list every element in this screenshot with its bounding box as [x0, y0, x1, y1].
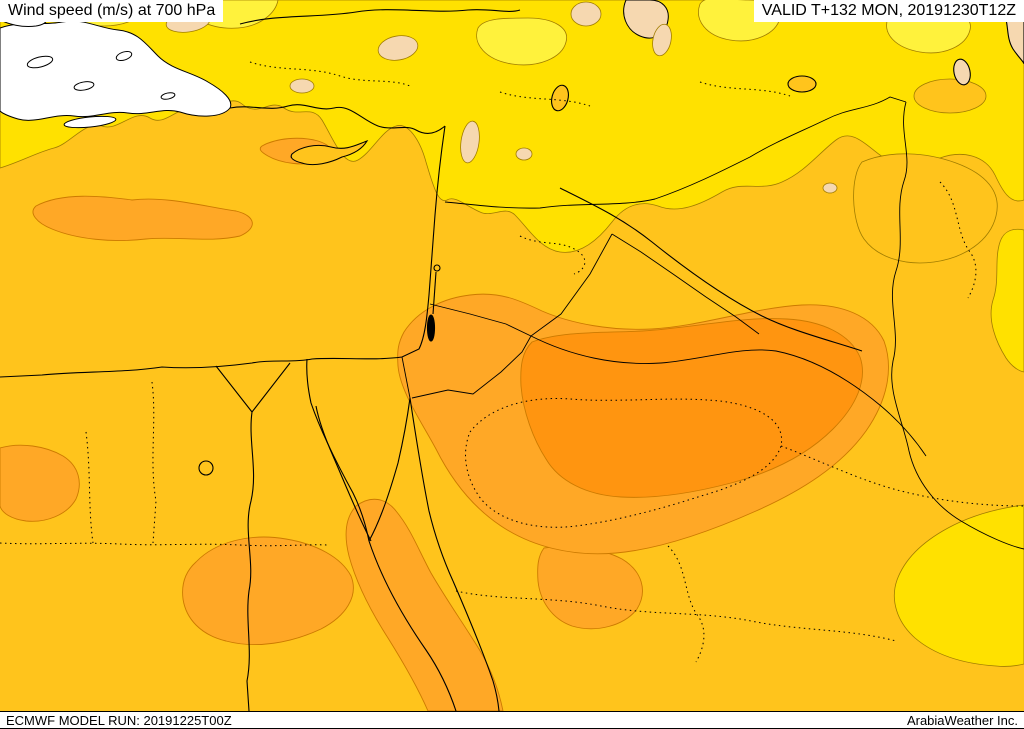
sea-of-galilee — [433, 264, 441, 272]
saudi-admin-line-south — [455, 590, 897, 642]
orange-region-west-med — [32, 195, 253, 241]
iran-admin-line — [939, 181, 977, 299]
color-fill-regions — [0, 0, 1024, 711]
red-sea-west-shore — [368, 540, 457, 711]
faiyum-depression — [198, 460, 214, 476]
deep-orange-core — [520, 318, 863, 498]
anatolia-south-coastline — [229, 104, 446, 134]
country-borders — [401, 96, 1024, 550]
yellow-strip-right-edge — [990, 228, 1024, 373]
red-sea-east-shore — [452, 580, 500, 711]
island — [63, 115, 117, 129]
syria-admin-line — [519, 235, 586, 275]
levant-egypt-coastline — [0, 125, 446, 378]
wind-speed-contour-map — [0, 0, 1024, 711]
saudi-admin-line — [667, 545, 705, 663]
euphrates-river — [559, 187, 863, 352]
turkey-admin-line — [249, 61, 411, 87]
gulf-of-aqaba-west-shore — [368, 397, 411, 542]
turkey-admin-line — [499, 91, 591, 107]
peach-patch — [289, 78, 315, 94]
iran-western-border — [891, 101, 1024, 550]
island — [73, 81, 95, 91]
iraq-saudi-border — [530, 335, 927, 457]
bright-yellow-lobe — [476, 17, 567, 66]
island — [26, 55, 54, 69]
branding-label: ArabiaWeather Inc. — [906, 712, 1018, 728]
lake-van — [787, 75, 817, 93]
turkey-syria-iraq-border — [444, 96, 907, 209]
lake-urmia — [953, 58, 971, 86]
island — [160, 92, 176, 100]
gulf-of-aqaba-east-shore — [409, 397, 454, 582]
gulf-of-suez-east-shore — [315, 405, 372, 542]
syria-iraq-border — [611, 233, 760, 335]
lake-tuz — [551, 84, 569, 112]
black-sea-coastline — [239, 9, 521, 25]
peach-patch — [822, 182, 838, 194]
jordan-saudi-border — [411, 335, 532, 399]
cyprus-island — [290, 139, 369, 166]
map-title: Wind speed (m/s) at 700 hPa — [8, 2, 216, 19]
gold-patch-northeast — [913, 78, 987, 114]
orange-region-egypt — [182, 536, 354, 646]
dead-sea — [426, 314, 436, 342]
egypt-admin-line — [151, 381, 157, 544]
wind-speed-map: Wind speed (m/s) at 700 hPa VALID T+132 … — [0, 0, 1024, 711]
peach-patch — [377, 35, 419, 61]
model-run-label: ECMWF MODEL RUN: 20191225T00Z — [6, 712, 232, 728]
gold-patch-east — [853, 153, 998, 264]
valid-time-box: VALID T+132 MON, 20191230T12Z — [753, 0, 1024, 22]
yellow-region-southeast — [893, 504, 1024, 667]
turkey-admin-line — [699, 81, 791, 97]
orange-region-red-sea — [345, 498, 504, 711]
nile-river-and-delta — [215, 362, 291, 711]
peach-patch — [652, 23, 672, 57]
orange-region-left-edge — [0, 444, 80, 522]
island — [115, 50, 133, 62]
peach-patch — [570, 1, 602, 27]
map-title-box: Wind speed (m/s) at 700 hPa — [0, 0, 224, 22]
peach-patch — [515, 147, 533, 161]
admin-boundaries — [0, 61, 1024, 663]
egypt-israel-border — [401, 356, 411, 399]
jordan-river — [432, 271, 437, 315]
footer-bar: ECMWF MODEL RUN: 20191225T00Z ArabiaWeat… — [0, 711, 1024, 729]
valid-time-label: VALID T+132 MON, 20191230T12Z — [761, 2, 1016, 19]
peach-patch — [460, 120, 480, 164]
